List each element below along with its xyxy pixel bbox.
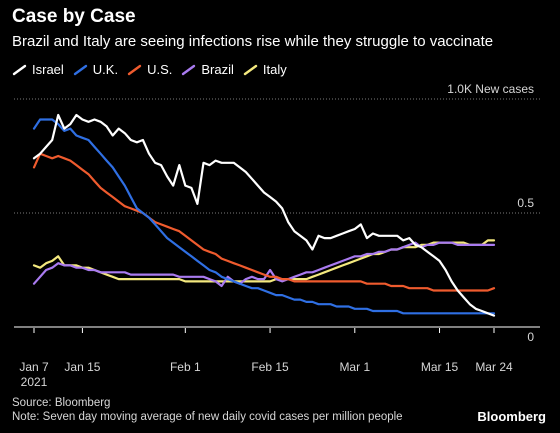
- source-note: Source: Bloomberg: [12, 397, 111, 409]
- x-tick-label: Feb 15: [251, 360, 289, 374]
- chart-legend: Israel U.K. U.S. Brazil Italy: [12, 62, 296, 77]
- legend-label: U.K.: [92, 62, 119, 77]
- legend-label: Brazil: [201, 62, 234, 77]
- legend-swatch-icon: [243, 64, 258, 76]
- x-tick-label: Mar 1: [339, 360, 370, 374]
- x-tick-label: Feb 1: [170, 360, 201, 374]
- x-tick-year-label: 2021: [21, 375, 48, 389]
- legend-swatch-icon: [181, 64, 196, 76]
- series-line-uk: [32, 118, 496, 315]
- chart-subtitle: Brazil and Italy are seeing infections r…: [12, 33, 494, 50]
- y-tick-label: 0: [527, 330, 534, 344]
- x-tick-label: Mar 15: [421, 360, 459, 374]
- legend-label: U.S.: [147, 62, 173, 77]
- legend-swatch-icon: [73, 64, 88, 76]
- legend-item-brazil: Brazil: [181, 62, 234, 77]
- legend-item-israel: Israel: [12, 62, 64, 77]
- legend-label: Italy: [262, 62, 287, 77]
- x-tick-label: Jan 15: [64, 360, 100, 374]
- x-tick-label: Jan 7: [19, 360, 49, 374]
- chart-title: Case by Case: [12, 6, 136, 27]
- series-line-us: [32, 152, 496, 292]
- legend-item-us: U.S.: [127, 62, 172, 77]
- methodology-note: Note: Seven day moving average of new da…: [12, 411, 403, 423]
- series-line-israel: [32, 113, 496, 317]
- legend-swatch-icon: [127, 64, 142, 76]
- legend-item-uk: U.K.: [73, 62, 118, 77]
- legend-item-italy: Italy: [243, 62, 287, 77]
- y-tick-label: 1.0K New cases: [447, 82, 534, 96]
- bloomberg-logo: Bloomberg: [477, 409, 546, 424]
- x-tick-label: Mar 24: [475, 360, 513, 374]
- series-line-brazil: [32, 241, 496, 288]
- legend-swatch-icon: [12, 64, 27, 76]
- y-tick-label: 0.5: [517, 196, 534, 210]
- legend-label: Israel: [32, 62, 64, 77]
